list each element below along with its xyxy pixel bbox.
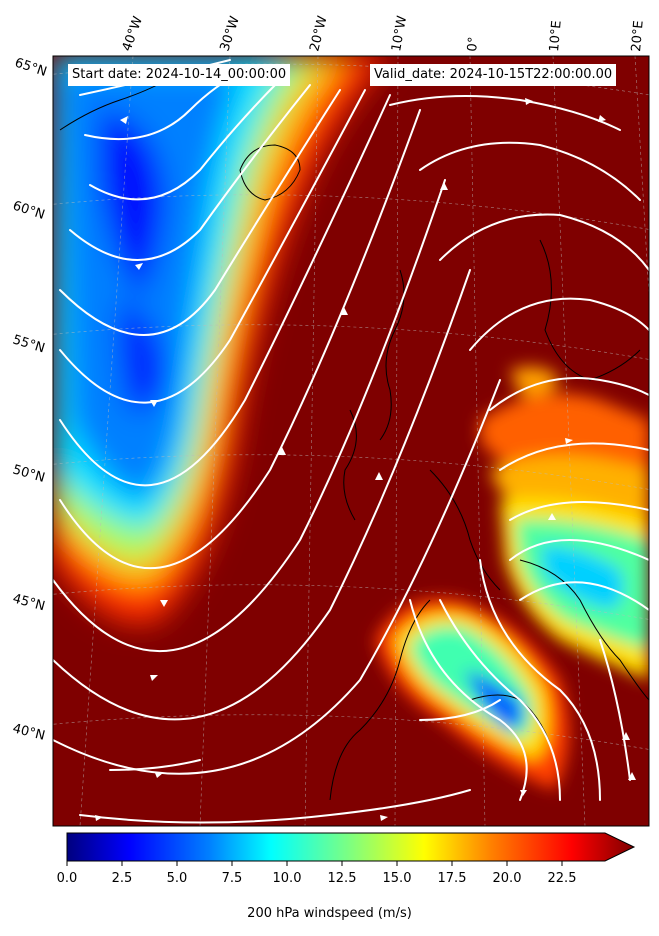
colorbar-tick-label: 12.5: [328, 871, 357, 886]
streamline-arrow: [622, 732, 630, 740]
streamline: [509, 539, 649, 561]
streamline: [79, 789, 471, 824]
streamline: [599, 639, 631, 781]
colorbar-tick-label: 5.0: [167, 871, 188, 886]
streamline: [419, 699, 501, 721]
colorbar-tick-label: 2.5: [112, 871, 133, 886]
streamline: [469, 297, 649, 351]
lon-label-4: 0°: [465, 36, 481, 52]
streamline: [489, 377, 649, 411]
streamline-arrow: [520, 790, 527, 796]
streamline: [59, 109, 421, 570]
lat-label-3: 50°N: [11, 462, 47, 485]
graticule: [53, 56, 649, 826]
streamline-arrow: [150, 400, 158, 407]
streamline-arrow: [120, 116, 128, 124]
streamline: [89, 79, 281, 201]
streamline: [59, 89, 366, 404]
streamline-arrow: [598, 115, 606, 122]
iberia-coast: [329, 599, 431, 801]
lon-label-3: 10°W: [389, 15, 410, 53]
map-plot-area: [53, 56, 649, 826]
streamline: [479, 559, 601, 801]
ireland-coast: [343, 409, 357, 521]
streamline-arrow: [628, 772, 636, 780]
valid-date-label: Valid_date: 2024-10-15T22:00:00.00: [370, 64, 617, 86]
lon-label-1: 30°W: [218, 14, 243, 53]
start-date-label: Start date: 2024-10-14_00:00:00: [68, 64, 291, 86]
streamline-arrow: [380, 815, 388, 821]
streamline: [439, 213, 649, 271]
lon-label-6: 20°E: [629, 20, 647, 52]
streamline-arrow: [525, 98, 533, 105]
streamline-arrow: [135, 263, 143, 270]
streamline: [69, 84, 311, 261]
streamline: [53, 179, 446, 653]
streamline: [59, 89, 341, 336]
colorbar-tick-label: 15.0: [383, 871, 412, 886]
longitude-labels: 40°W 30°W 20°W 10°W 0° 10°E 20°E: [120, 14, 647, 53]
eastern-wind-band: [480, 366, 649, 680]
lat-label-0: 65°N: [13, 56, 49, 80]
colorbar: 0.0 2.5 5.0 7.5 10.0 12.5 15.0 17.5 20.0…: [57, 832, 636, 886]
streamline-arrow: [150, 675, 158, 681]
colorbar-ticks: [66, 861, 563, 866]
colorbar-tick-labels: 0.0 2.5 5.0 7.5 10.0 12.5 15.0 17.5 20.0…: [57, 871, 577, 886]
streamline: [439, 599, 561, 801]
lon-label-5: 10°E: [547, 20, 565, 52]
streamline: [59, 94, 391, 487]
streamline-arrows: [95, 98, 636, 821]
streamline: [53, 269, 471, 721]
lon-label-2: 20°W: [307, 14, 330, 53]
scandinavia-coast: [539, 239, 641, 381]
streamline: [509, 501, 649, 521]
lat-label-1: 60°N: [11, 199, 47, 223]
streamline-arrow: [278, 447, 286, 455]
lat-label-2: 55°N: [11, 332, 47, 356]
colorbar-scale: [66, 832, 636, 862]
streamline: [389, 95, 621, 131]
colorbar-tick-label: 20.0: [493, 871, 522, 886]
western-wind-minimum: [53, 56, 390, 624]
streamline-arrow: [95, 815, 103, 821]
france-north-coast: [429, 469, 501, 591]
lat-label-4: 45°N: [11, 591, 47, 614]
streamline-arrow: [565, 438, 573, 444]
map-frame: [52, 55, 650, 827]
streamline: [53, 379, 501, 775]
lon-label-0: 40°W: [120, 14, 146, 53]
colorbar-title: 200 hPa windspeed (m/s): [247, 906, 412, 921]
latitude-labels: 65°N 60°N 55°N 50°N 45°N 40°N: [11, 56, 49, 744]
streamlines: [53, 59, 649, 824]
streamline-arrow: [548, 513, 556, 520]
streamline-arrow: [340, 307, 348, 315]
colorbar-tick-label: 7.5: [222, 871, 243, 886]
italy-adriatic-coast: [519, 559, 649, 701]
streamline: [109, 759, 201, 771]
colorbar-tick-label: 0.0: [57, 871, 78, 886]
uk-coast: [379, 269, 405, 441]
streamline-arrow: [155, 773, 163, 778]
colorbar-tick-label: 17.5: [438, 871, 467, 886]
streamline: [409, 599, 528, 801]
streamline: [499, 442, 649, 471]
streamline-arrow: [160, 600, 168, 607]
streamline: [519, 581, 649, 611]
streamline: [419, 141, 641, 201]
streamline-arrow: [375, 472, 383, 480]
lat-label-5: 40°N: [11, 721, 46, 743]
streamline-arrow: [440, 182, 448, 190]
colorbar-tick-label: 10.0: [273, 871, 302, 886]
colorbar-tick-label: 22.5: [548, 871, 577, 886]
